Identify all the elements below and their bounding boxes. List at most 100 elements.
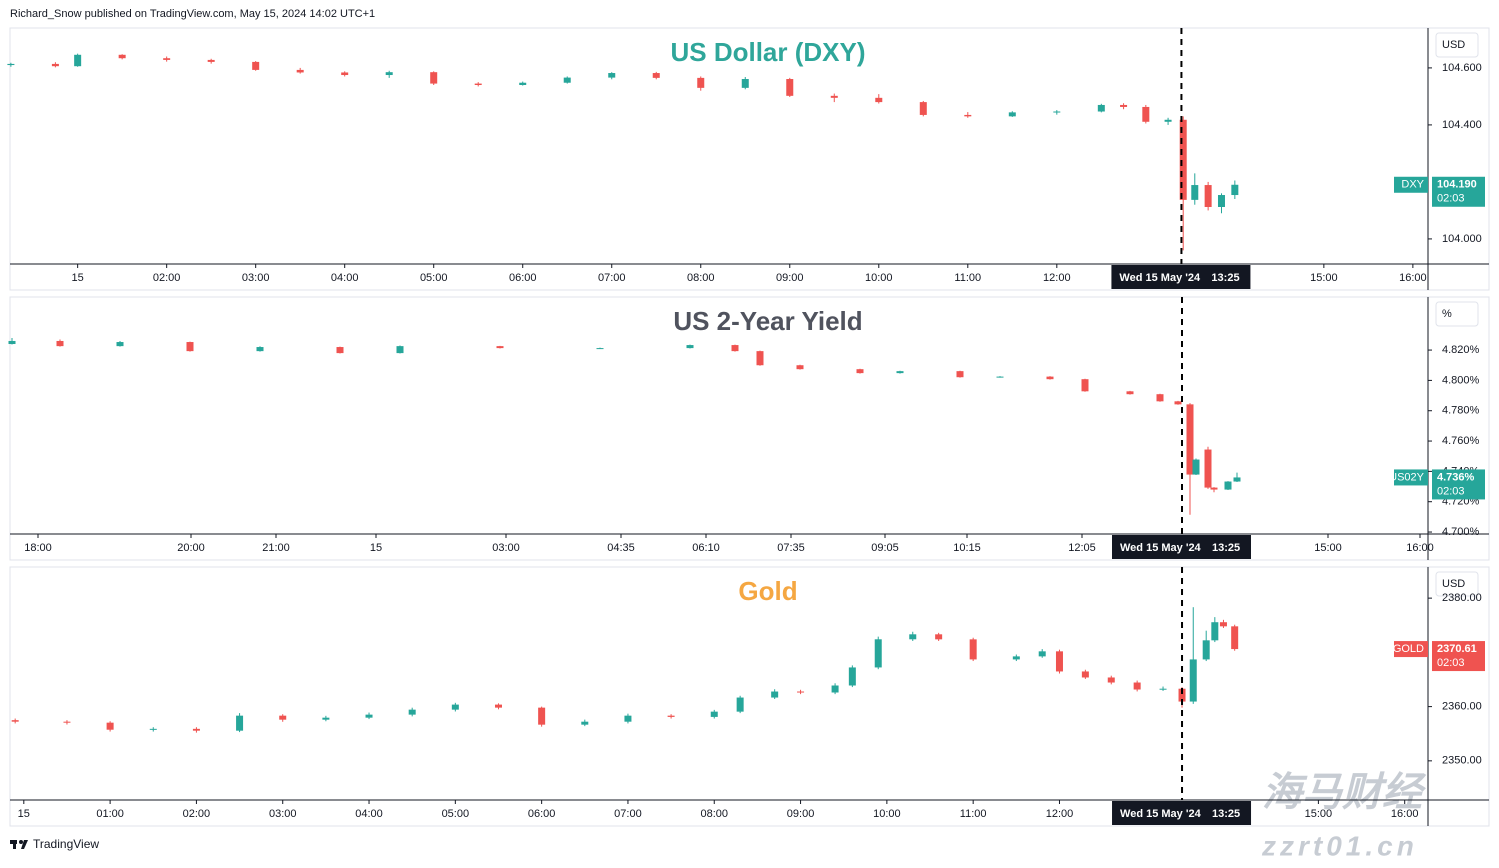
candle-body	[1107, 677, 1115, 683]
crosshair-time-box	[1112, 535, 1251, 559]
candle-body	[797, 691, 805, 693]
candle-body	[996, 376, 1004, 378]
candle-body	[1210, 487, 1218, 490]
candle-body	[1164, 119, 1172, 122]
x-tick-label: 07:35	[777, 542, 805, 554]
crosshair-date: Wed 15 May '24	[1119, 272, 1201, 284]
candle-body	[686, 345, 694, 349]
candle-body	[192, 728, 200, 731]
candle-body	[322, 717, 330, 720]
x-tick-label: 09:00	[787, 808, 815, 820]
y-tick-label: 104.000	[1442, 233, 1482, 245]
candle-body	[106, 722, 114, 730]
watermark-cn: 海马财经	[1262, 771, 1427, 815]
chart-title: Gold	[738, 576, 797, 606]
candle-body	[875, 97, 883, 103]
crosshair-time: 13:25	[1212, 808, 1240, 820]
candle-body	[1174, 401, 1182, 405]
x-tick-label: 11:00	[954, 272, 981, 284]
x-tick-label: 15:00	[1314, 542, 1342, 554]
x-tick-label: 06:10	[692, 542, 720, 554]
candle-body	[256, 347, 264, 352]
candle-body	[1233, 477, 1241, 482]
candle-body	[652, 73, 660, 78]
candle-body	[1178, 688, 1186, 702]
y-tick-label: 2380.00	[1442, 592, 1482, 604]
candle-body	[756, 351, 764, 366]
candle-body	[731, 345, 739, 352]
candle-body	[1231, 184, 1239, 196]
currency-label: USD	[1442, 578, 1465, 590]
crosshair-time-box	[1111, 265, 1251, 289]
candle-body	[830, 95, 838, 98]
candle-body	[1204, 449, 1212, 488]
candle-body	[74, 54, 82, 67]
symbol-tag-label: US02Y	[1389, 471, 1425, 483]
candle-body	[856, 369, 864, 374]
candle-body	[365, 714, 373, 718]
candle-body	[279, 715, 287, 720]
candle-body	[408, 709, 416, 715]
x-tick-label: 15	[370, 542, 382, 554]
last-price-label: 4.736%	[1437, 471, 1475, 483]
x-tick-label: 18:00	[24, 542, 52, 554]
x-tick-label: 12:00	[1043, 272, 1071, 284]
last-price-label: 104.190	[1437, 179, 1477, 191]
candle-body	[149, 728, 157, 730]
candle-body	[8, 340, 16, 345]
candle-body	[1217, 195, 1225, 207]
last-price-box	[1432, 469, 1485, 500]
x-tick-label: 11:00	[960, 808, 987, 820]
candle-body	[494, 704, 502, 708]
candle-body	[710, 711, 718, 717]
y-tick-label: 4.760%	[1442, 435, 1480, 447]
candle-body	[935, 634, 943, 640]
chart-panel: US Dollar (DXY) USD 104.600 104.400 104.000 1…	[7, 27, 1490, 291]
currency-box	[1435, 301, 1479, 327]
countdown-label: 02:03	[1437, 485, 1465, 497]
y-tick-label: 4.820%	[1442, 344, 1480, 356]
candle-body	[741, 79, 749, 88]
candle-body	[608, 73, 616, 78]
candle-body	[1186, 404, 1194, 475]
crosshair-date: Wed 15 May '24	[1120, 808, 1202, 820]
candle-body	[919, 102, 927, 115]
candle-body	[451, 704, 459, 710]
candle-body	[667, 715, 675, 717]
candle-body	[848, 667, 856, 686]
currency-label: USD	[1442, 39, 1465, 51]
x-tick-label: 16:00	[1399, 272, 1427, 284]
candle-body	[385, 72, 393, 76]
x-tick-label: 08:00	[687, 272, 715, 284]
candle-body	[874, 639, 882, 668]
chart-panel: US 2-Year Yield % 4.820% 4.800% 4.780% 4.760%…	[8, 296, 1490, 561]
candle-body	[831, 685, 839, 693]
candle-body	[118, 54, 126, 59]
x-tick-label: 21:00	[262, 542, 290, 554]
x-tick-label: 20:00	[177, 542, 205, 554]
symbol-tag	[1394, 641, 1428, 658]
x-tick-label: 10:00	[873, 808, 901, 820]
x-tick-label: 02:00	[153, 272, 181, 284]
y-tick-label: 4.700%	[1442, 526, 1480, 538]
candle-body	[474, 83, 482, 86]
candle-body	[1219, 622, 1227, 627]
currency-label: %	[1442, 308, 1452, 320]
x-tick-label: 16:00	[1406, 542, 1434, 554]
x-tick-label: 15:00	[1305, 808, 1333, 820]
candle-body	[697, 77, 705, 88]
symbol-tag-label: DXY	[1401, 179, 1424, 191]
symbol-tag	[1394, 176, 1428, 193]
x-tick-label: 15:00	[1310, 272, 1338, 284]
x-tick-label: 04:35	[607, 542, 635, 554]
candle-body	[1142, 106, 1150, 122]
candle-body	[1012, 656, 1020, 660]
candle-body	[116, 342, 124, 347]
candle-body	[736, 697, 744, 712]
candle-body	[341, 72, 349, 76]
candle-body	[207, 59, 215, 62]
candle-body	[956, 371, 964, 378]
candle-body	[1192, 459, 1200, 475]
panel-border	[9, 566, 1490, 827]
candle-body	[1211, 622, 1219, 641]
